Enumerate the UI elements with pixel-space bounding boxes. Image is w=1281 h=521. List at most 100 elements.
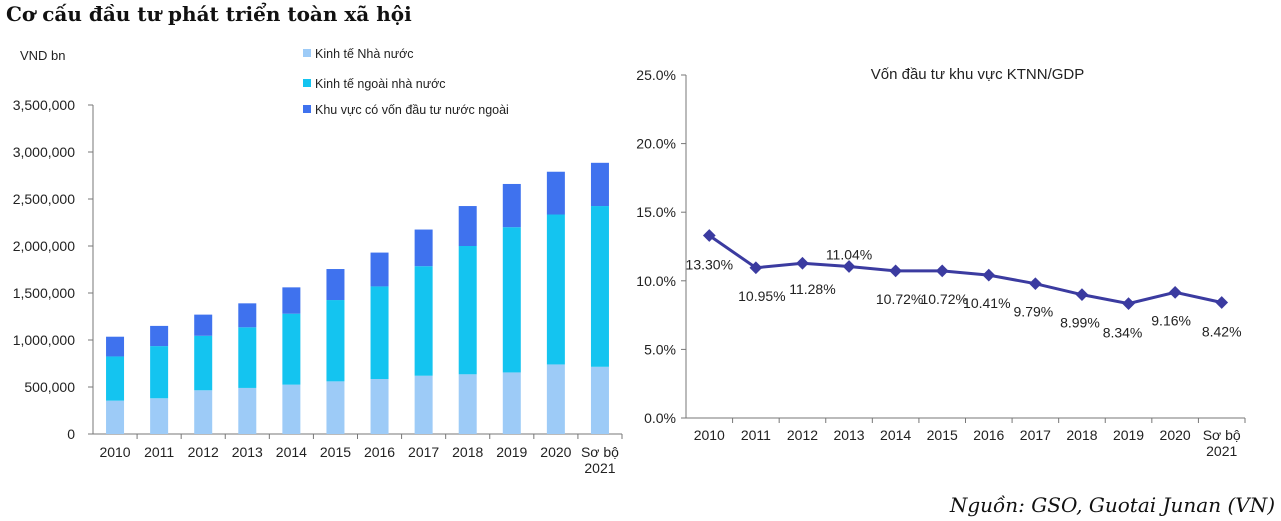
bar-segment-1 [590,366,609,434]
data-label: 10.72% [876,291,923,307]
x-tick-label: 2014 [880,427,911,443]
bar-segment-3 [414,229,433,267]
x-tick-label: 2018 [452,444,483,460]
x-tick-label: 2013 [232,444,263,460]
bar-segment-3 [238,303,257,328]
data-point-marker [702,229,716,242]
data-label: 8.34% [1103,325,1143,341]
y-axis-unit: VND bn [20,48,66,63]
data-label: 10.41% [963,295,1010,311]
data-label: 10.72% [920,291,967,307]
chart-title: Vốn đầu tư khu vực KTNN/GDP [871,66,1085,83]
x-tick-label: 2020 [1160,427,1191,443]
bar-segment-2 [370,286,389,380]
bar-segment-1 [150,398,169,434]
y-tick-label: 1,000,000 [13,332,75,348]
data-label: 11.04% [826,247,872,263]
bar-segment-2 [502,227,521,373]
y-tick-label: 15.0% [636,204,676,220]
legend-label: Kinh tế Nhà nước [315,47,414,61]
bar-segment-3 [194,314,213,336]
data-point-marker [889,264,902,278]
data-point-marker [1215,296,1229,309]
x-tick-label: 2010 [694,427,725,443]
x-tick-label: 2019 [496,444,527,460]
bar-segment-2 [326,300,345,382]
x-tick-label: 2017 [408,444,439,460]
bar-segment-1 [106,400,125,434]
y-tick-label: 0 [67,426,75,442]
bar-segment-3 [150,325,169,347]
y-tick-label: 10.0% [636,273,676,289]
bar-segment-2 [414,266,433,376]
bar-segment-1 [502,372,521,434]
bar-segment-3 [370,252,389,287]
bar-segment-2 [282,313,301,385]
stacked-bar-chart: VND bn 0 500,000 1,000,000 1,500,000 2,000,00… [13,47,623,476]
data-label: 8.99% [1060,315,1100,331]
x-tick-label: 2012 [787,427,818,443]
x-tick-label: 2010 [99,444,130,460]
data-point-marker [1122,297,1135,310]
bar-segment-2 [590,206,609,367]
x-tick-label: 2011 [741,427,771,443]
x-tick-label: 2016 [973,427,1004,443]
y-tick-label: 20.0% [636,136,676,152]
y-tick-label: 1,500,000 [13,285,75,301]
bar-segment-1 [282,384,301,434]
bar-segment-2 [106,356,125,401]
y-tick-label: 3,500,000 [13,97,75,113]
data-point-marker [1075,288,1089,302]
bar-segment-1 [414,375,433,434]
data-label: 9.79% [1014,304,1054,320]
data-point-marker [796,256,809,270]
y-tick-label: 2,500,000 [13,191,75,207]
bar-segment-2 [194,335,213,391]
bar-segment-1 [326,381,345,434]
bar-segment-1 [370,379,389,434]
x-tick-label: 2020 [540,444,571,460]
data-label: 9.16% [1151,312,1191,328]
legend-label: Khu vực có vốn đầu tư nước ngoài [315,103,509,117]
bar-segment-2 [458,246,477,375]
legend-label: Kinh tế ngoài nhà nước [315,77,446,91]
legend-swatch [303,105,311,113]
bar-segment-1 [458,374,477,434]
y-tick-label: 500,000 [24,379,75,395]
x-tick-label: 2016 [364,444,395,460]
page-title: Cơ cấu đầu tư phát triển toàn xã hội [6,2,412,26]
y-tick-label: 0.0% [644,410,676,426]
data-point-marker [749,261,763,275]
x-tick-label: 2015 [927,427,958,443]
series-line [708,234,1223,306]
source-note: Nguồn: GSO, Guotai Junan (VN) [949,493,1275,517]
x-tick-label: 2017 [1020,427,1051,443]
y-tick-label: 3,000,000 [13,144,75,160]
bar-segment-1 [194,390,213,434]
bar-segment-2 [238,327,257,388]
data-label: 11.28% [789,281,835,297]
bar-segment-3 [458,206,477,246]
bar-segment-3 [546,171,565,215]
legend-swatch [303,79,311,87]
bar-segment-3 [590,162,609,207]
bar-segment-2 [546,214,565,365]
data-label: 8.42% [1202,323,1242,339]
x-tick-label: 2014 [276,444,307,460]
legend-swatch [303,49,311,57]
bar-segment-3 [502,183,521,228]
bar-segment-1 [546,364,565,434]
data-point-marker [842,260,856,273]
x-tick-label: 2013 [833,427,864,443]
data-point-marker [935,264,949,278]
bar-segment-3 [282,287,301,314]
x-tick-label: 2011 [144,444,174,460]
x-tick-label: 2018 [1066,427,1097,443]
x-tick-label: 2015 [320,444,351,460]
y-tick-label: 25.0% [636,67,676,83]
data-label: 10.95% [738,288,785,304]
x-tick-label: Sơ bộ 2021 [1203,427,1241,459]
y-tick-label: 5.0% [644,341,676,357]
data-point-marker [982,268,996,282]
bar-segment-3 [106,336,125,357]
